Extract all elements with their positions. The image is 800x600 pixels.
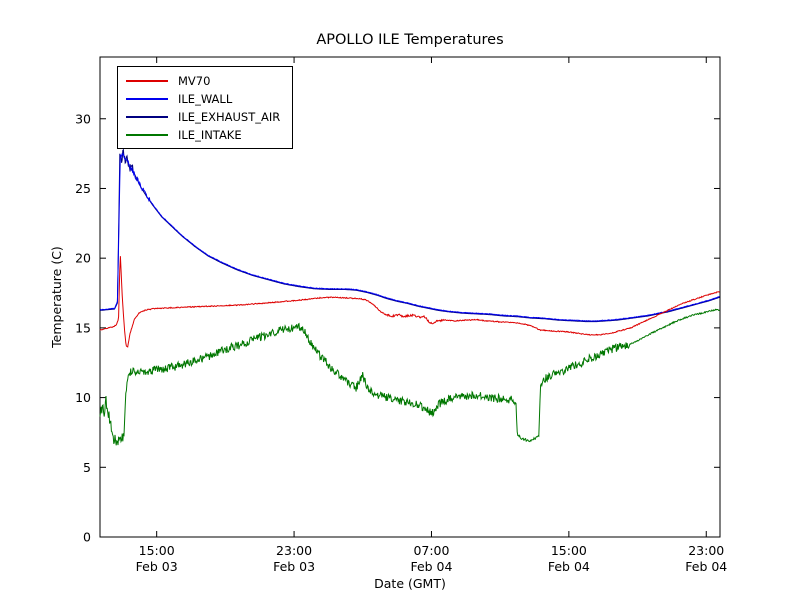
legend-line-sample-ile-wall bbox=[126, 97, 168, 100]
series-line-ile_intake bbox=[99, 308, 720, 446]
y-tick-label: 10 bbox=[75, 390, 91, 405]
legend-line-sample-mv70 bbox=[126, 79, 168, 82]
legend-label-mv70: MV70 bbox=[178, 73, 211, 88]
x-tick-label-date: Feb 03 bbox=[273, 559, 315, 574]
y-tick-label: 5 bbox=[83, 460, 91, 475]
legend-entry-ile-wall: ILE_WALL bbox=[126, 91, 280, 106]
x-tick-label-date: Feb 03 bbox=[136, 559, 178, 574]
y-axis-label: Temperature (C) bbox=[49, 246, 64, 349]
x-tick-label-time: 15:00 bbox=[139, 543, 175, 558]
legend-entry-mv70: MV70 bbox=[126, 73, 280, 88]
legend-line-sample-ile-exhaust-air bbox=[126, 115, 168, 118]
y-tick-label: 0 bbox=[83, 530, 91, 545]
x-tick-label-time: 15:00 bbox=[551, 543, 587, 558]
legend-label-ile-intake: ILE_INTAKE bbox=[178, 127, 242, 142]
legend-entry-ile-exhaust-air: ILE_EXHAUST_AIR bbox=[126, 109, 281, 124]
data-series bbox=[99, 148, 720, 446]
x-tick-label-date: Feb 04 bbox=[685, 559, 727, 574]
chart-title: APOLLO ILE Temperatures bbox=[316, 32, 503, 48]
y-tick-label: 20 bbox=[75, 251, 91, 266]
legend-entry-ile-intake: ILE_INTAKE bbox=[126, 127, 280, 142]
legend-line-sample-ile-intake bbox=[126, 133, 168, 136]
series-line-ile_wall bbox=[99, 152, 720, 322]
x-tick-label-time: 23:00 bbox=[688, 543, 724, 558]
y-tick-label: 30 bbox=[75, 111, 91, 126]
y-tick-label: 15 bbox=[75, 320, 91, 335]
x-tick-label-time: 23:00 bbox=[276, 543, 312, 558]
axes-frame bbox=[99, 56, 721, 538]
series-line-mv70 bbox=[99, 256, 720, 348]
x-tick-label-time: 07:00 bbox=[413, 543, 449, 558]
legend-label-ile-exhaust-air: ILE_EXHAUST_AIR bbox=[178, 109, 281, 124]
y-tick-label: 25 bbox=[75, 181, 91, 196]
x-axis-label: Date (GMT) bbox=[374, 576, 446, 591]
x-tick-label-date: Feb 04 bbox=[548, 559, 590, 574]
series-line-ile_exhaust_air bbox=[99, 148, 720, 323]
legend: MV70 ILE_WALL ILE_EXHAUST_AIR ILE_INTAKE bbox=[117, 66, 294, 149]
legend-label-ile-wall: ILE_WALL bbox=[178, 91, 233, 106]
x-tick-label-date: Feb 04 bbox=[410, 559, 452, 574]
